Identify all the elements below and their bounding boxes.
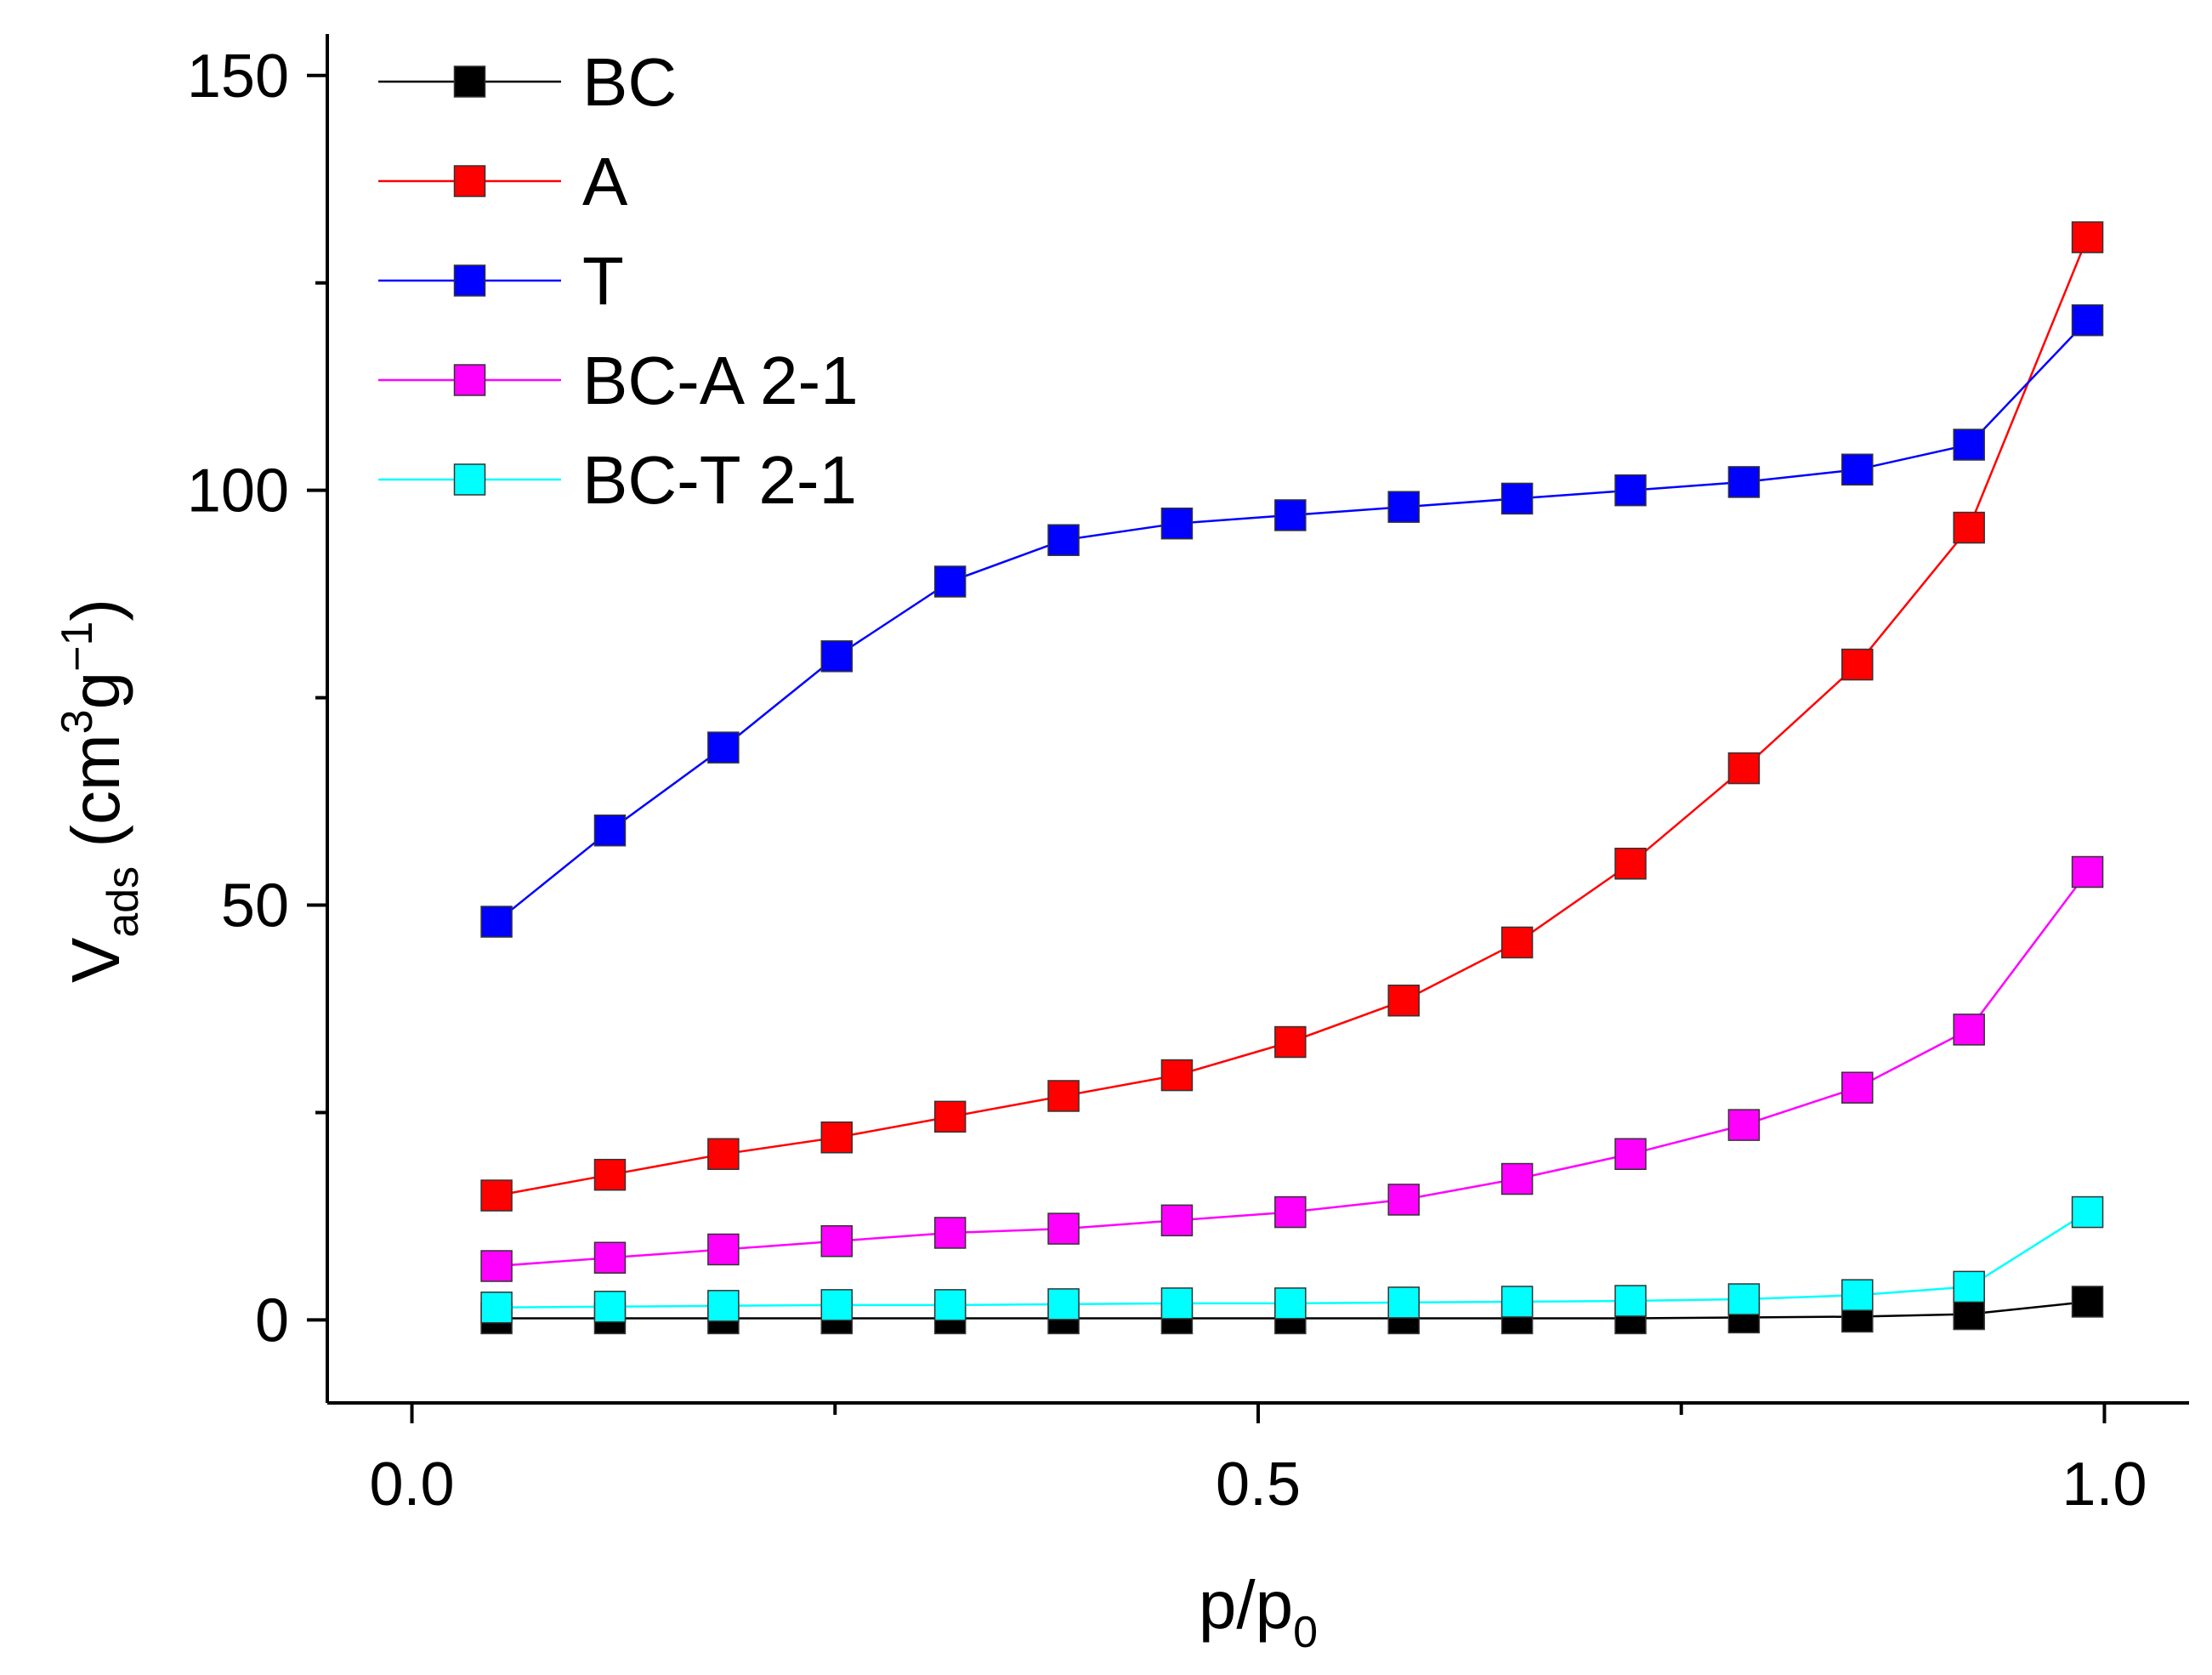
data-point-t <box>1500 482 1534 515</box>
series-a <box>480 221 2104 1212</box>
data-point-bc-a-2-1 <box>2071 855 2104 889</box>
legend-marker <box>453 364 486 396</box>
data-point-bc-t-2-1 <box>1841 1279 1874 1311</box>
data-point-a <box>480 1179 513 1212</box>
data-point-a <box>707 1138 740 1171</box>
data-point-a <box>2071 221 2104 253</box>
data-point-bc-t-2-1 <box>1160 1287 1194 1320</box>
data-point-bc-t-2-1 <box>1274 1287 1307 1320</box>
data-point-bc-t-2-1 <box>933 1289 967 1321</box>
x-tick-label: 0.5 <box>1216 1451 1301 1519</box>
y-tick-label: 50 <box>221 872 289 940</box>
legend-item-bc-a-2-1: BC-A 2-1 <box>378 343 859 418</box>
series-bc-a-2-1 <box>480 855 2104 1282</box>
data-point-bc-a-2-1 <box>1953 1014 1985 1046</box>
data-point-t <box>2071 304 2104 337</box>
data-point-a <box>1614 848 1647 880</box>
legend-marker <box>453 264 486 297</box>
data-point-a <box>1727 752 1761 785</box>
data-point-bc-t-2-1 <box>480 1292 513 1324</box>
data-point-a <box>820 1121 854 1154</box>
data-point-bc-a-2-1 <box>1160 1204 1194 1237</box>
data-point-bc-a-2-1 <box>933 1217 967 1249</box>
legend-marker <box>453 463 486 496</box>
data-point-t <box>1387 491 1420 523</box>
data-point-bc-a-2-1 <box>593 1241 627 1274</box>
data-point-t <box>1841 453 1874 486</box>
data-point-a <box>1500 926 1534 959</box>
data-point-bc-t-2-1 <box>1047 1288 1080 1320</box>
legend-label: BC-T 2-1 <box>582 442 857 518</box>
data-point-bc-a-2-1 <box>1841 1071 1874 1104</box>
data-point-bc-a-2-1 <box>707 1233 740 1266</box>
legend-item-bc-t-2-1: BC-T 2-1 <box>378 442 857 518</box>
legend-label: A <box>582 144 628 219</box>
data-point-t <box>1727 466 1761 498</box>
legend-item-a: A <box>378 144 628 219</box>
data-point-bc-t-2-1 <box>707 1290 740 1322</box>
data-point-bc-a-2-1 <box>1387 1184 1420 1216</box>
data-point-t <box>820 640 854 673</box>
data-point-bc-a-2-1 <box>1047 1212 1080 1245</box>
series-t <box>480 304 2104 938</box>
data-point-a <box>933 1100 967 1133</box>
y-axis-title: Vads (cm3g−1) <box>53 599 148 983</box>
legend-marker <box>453 165 486 197</box>
legend-item-bc: BC <box>378 44 677 120</box>
data-point-t <box>1953 429 1985 461</box>
legend: BC AT BC-A 2-1 BC-T 2-1 <box>378 44 859 518</box>
data-point-bc <box>2071 1286 2104 1318</box>
legend-label: BC <box>582 44 677 120</box>
data-point-bc-a-2-1 <box>1500 1162 1534 1195</box>
data-point-t <box>1274 499 1307 531</box>
data-series <box>480 221 2104 1335</box>
y-tick-label: 100 <box>187 457 289 525</box>
data-point-bc-t-2-1 <box>1614 1285 1647 1317</box>
data-point-bc <box>1953 1297 1985 1331</box>
data-point-t <box>593 814 627 847</box>
data-point-t <box>1614 474 1647 507</box>
data-point-bc-a-2-1 <box>1727 1109 1761 1141</box>
data-point-a <box>1274 1025 1307 1059</box>
data-point-t <box>1160 507 1194 540</box>
data-point-bc-t-2-1 <box>593 1291 627 1323</box>
x-tick-label: 1.0 <box>2062 1451 2147 1519</box>
data-point-t <box>1047 524 1080 556</box>
data-point-bc-a-2-1 <box>1614 1138 1647 1171</box>
legend-item-t: T <box>378 243 624 319</box>
series-bc-t-2-1 <box>480 1195 2104 1324</box>
legend-label: T <box>582 243 624 319</box>
data-point-bc-t-2-1 <box>1727 1283 1761 1315</box>
data-point-bc-t-2-1 <box>820 1289 854 1321</box>
legend-marker <box>453 65 486 98</box>
axis-ticks: 0 50 100 150 0.0 0.5 1.0 <box>187 43 2147 1519</box>
data-point-bc-a-2-1 <box>820 1224 854 1258</box>
x-tick-label: 0.0 <box>369 1451 454 1519</box>
y-tick-label: 150 <box>187 43 289 111</box>
data-point-t <box>933 565 967 598</box>
data-point-a <box>1953 511 1985 544</box>
y-tick-label: 0 <box>255 1286 289 1354</box>
data-point-a <box>1047 1080 1080 1112</box>
data-point-bc-t-2-1 <box>2071 1195 2104 1229</box>
data-point-bc-t-2-1 <box>1500 1286 1534 1318</box>
data-point-t <box>480 906 513 938</box>
data-point-a <box>1387 985 1420 1017</box>
legend-label: BC-A 2-1 <box>582 343 859 418</box>
data-point-bc-a-2-1 <box>1274 1195 1307 1229</box>
data-point-t <box>707 731 740 764</box>
data-point-a <box>1160 1059 1194 1092</box>
data-point-a <box>593 1158 627 1191</box>
data-point-bc-t-2-1 <box>1953 1270 1985 1303</box>
data-point-bc-t-2-1 <box>1387 1286 1420 1319</box>
x-axis-title: p/p0 <box>1199 1567 1318 1657</box>
data-point-a <box>1841 648 1874 681</box>
data-point-bc-a-2-1 <box>480 1250 513 1282</box>
